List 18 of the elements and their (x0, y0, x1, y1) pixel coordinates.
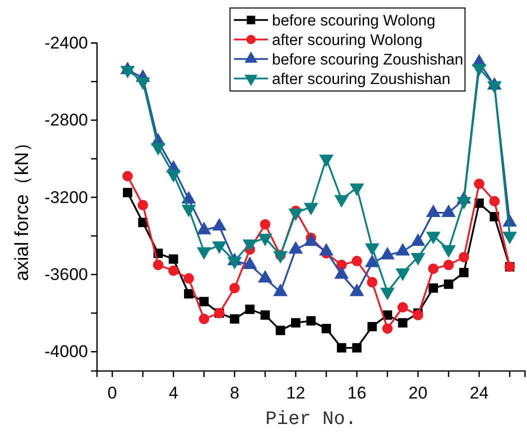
y-tick-label: -2800 (44, 110, 88, 130)
x-axis-title: Pier No. (265, 408, 357, 430)
x-tick-label: 20 (408, 384, 428, 403)
x-tick-label: 0 (108, 384, 118, 403)
y-tick-label: -3200 (44, 188, 88, 207)
x-tick-label: 8 (230, 384, 240, 403)
legend-label: after scouring Zoushishan (272, 71, 450, 88)
y-tick-label: -3600 (44, 264, 88, 284)
y-tick-label: -4000 (44, 342, 88, 362)
legend-label: before scouring Zoushishan (272, 52, 464, 68)
x-tick-label: 12 (286, 384, 306, 403)
y-axis-title: axial force（kN） (12, 133, 33, 281)
x-tick-label: 16 (347, 384, 366, 403)
x-tick-label: 24 (470, 384, 489, 403)
y-tick-label: -2400 (44, 33, 88, 52)
legend-label: before scouring Wolong (272, 12, 436, 30)
legend-label: after scouring Wolong (272, 32, 422, 49)
x-tick-label: 4 (168, 384, 178, 403)
